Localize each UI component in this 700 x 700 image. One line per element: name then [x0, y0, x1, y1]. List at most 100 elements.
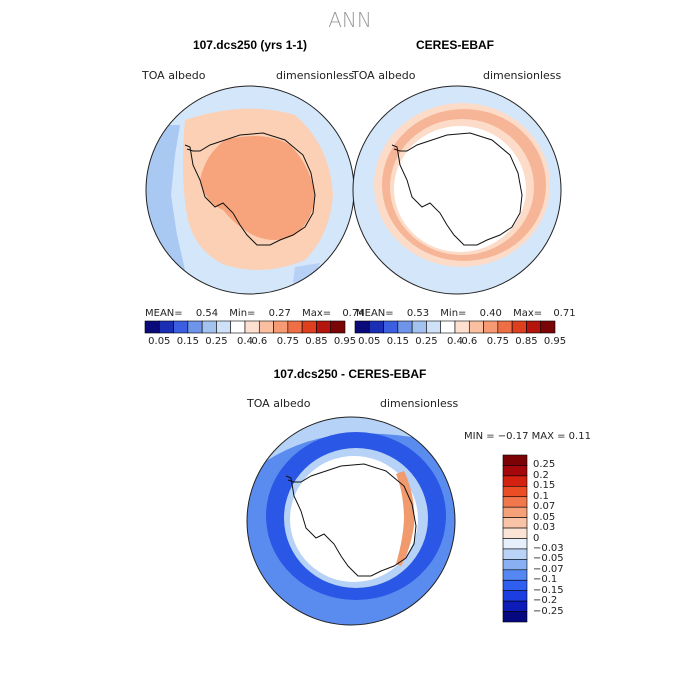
- panel2-stats: MEAN= 0.53 Min= 0.40 Max= 0.71: [356, 308, 576, 319]
- colorbar-tick-label: 0.95: [543, 336, 567, 347]
- colorbar-tick-label: 0.85: [515, 336, 538, 347]
- panel1-max: 0.74: [342, 308, 365, 319]
- colorbar-tick-label: 0.25: [205, 336, 228, 347]
- colorbar-swatch: [454, 320, 470, 334]
- panel1-max-label: Max=: [302, 308, 332, 319]
- colorbar-swatch: [502, 527, 528, 539]
- map-diff: [246, 416, 456, 626]
- panel1-var-label: TOA albedo: [142, 69, 206, 82]
- colorbar-swatch: [187, 320, 203, 334]
- colorbar-swatch: [411, 320, 427, 334]
- colorbar-tick-label: −0.1: [533, 574, 558, 586]
- colorbar-tick-label: 0.75: [276, 336, 299, 347]
- colorbar-tick-label: −0.15: [533, 584, 564, 596]
- colorbar-swatch: [244, 320, 260, 334]
- panel2-var-label: TOA albedo: [352, 69, 416, 82]
- colorbar-swatch: [144, 320, 160, 334]
- colorbar-diff: [502, 454, 528, 623]
- colorbar-swatch: [502, 517, 528, 529]
- colorbar-tick-label: −0.07: [533, 563, 564, 575]
- panel2-min: 0.40: [479, 308, 502, 319]
- colorbar-swatch: [497, 320, 513, 334]
- colorbar-swatch: [502, 590, 528, 602]
- season-title: ANN: [328, 8, 372, 32]
- colorbar-swatch: [354, 320, 370, 334]
- panel2-mean-label: MEAN=: [356, 308, 394, 319]
- colorbar-tick-label: 0: [533, 532, 540, 544]
- panel2-title: CERES-EBAF: [415, 38, 494, 52]
- colorbar-tick-label: 0.05: [148, 336, 171, 347]
- colorbar-tick-label: 0.6: [251, 336, 268, 347]
- colorbar-swatch: [216, 320, 232, 334]
- colorbar-swatch: [502, 600, 528, 612]
- colorbar-tick-label: 0.15: [533, 480, 556, 492]
- colorbar-swatch: [397, 320, 413, 334]
- colorbar-swatch: [511, 320, 527, 334]
- colorbar-swatch: [502, 579, 528, 591]
- panel1-units: dimensionless: [276, 69, 355, 82]
- colorbar-diff-ticks: 0.25 0.2 0.15 0.1 0.07 0.05 0.03 0 −0.03 −0.05 −0.…: [533, 455, 593, 622]
- colorbar-swatch: [158, 320, 174, 334]
- map-obs: [352, 85, 562, 295]
- panel2-max-label: Max=: [513, 308, 543, 319]
- map-model: [145, 85, 355, 295]
- panel2-min-label: Min=: [440, 308, 467, 319]
- colorbar-tick-label: 0.07: [533, 501, 556, 513]
- colorbar-swatch: [368, 320, 384, 334]
- colorbar-swatch: [502, 569, 528, 581]
- colorbar-tick-label: 0.03: [533, 522, 556, 534]
- colorbar-swatch: [301, 320, 317, 334]
- panel1-mean-label: MEAN=: [145, 308, 183, 319]
- colorbar-tick-label: 0.25: [415, 336, 438, 347]
- colorbar-swatch: [330, 320, 346, 334]
- panel2-units: dimensionless: [483, 69, 562, 82]
- diff-title: 107.dcs250 - CERES-EBAF: [273, 367, 427, 381]
- colorbar-obs: [354, 320, 556, 334]
- panel1-min-label: Min=: [229, 308, 256, 319]
- colorbar-tick-label: 0.1: [533, 490, 549, 502]
- colorbar-swatch: [502, 538, 528, 550]
- colorbar-tick-label: −0.03: [533, 542, 564, 554]
- colorbar-swatch: [383, 320, 399, 334]
- colorbar-swatch: [258, 320, 274, 334]
- colorbar-tick-label: 0.4: [447, 336, 463, 347]
- colorbar-model: [144, 320, 346, 334]
- colorbar-tick-label: −0.25: [533, 605, 564, 617]
- colorbar-swatch: [483, 320, 499, 334]
- panel2-mean: 0.53: [406, 308, 430, 319]
- panel1-mean: 0.54: [195, 308, 219, 319]
- colorbar-swatch: [426, 320, 442, 334]
- colorbar-swatch: [468, 320, 484, 334]
- diff-var-label: TOA albedo: [247, 397, 311, 410]
- colorbar-tick-label: 0.75: [486, 336, 509, 347]
- colorbar-tick-label: −0.2: [533, 595, 558, 607]
- colorbar-swatch: [273, 320, 289, 334]
- panel1-title: 107.dcs250 (yrs 1-1): [192, 38, 308, 52]
- colorbar-swatch: [526, 320, 542, 334]
- colorbar-swatch: [173, 320, 189, 334]
- colorbar-tick-label: −0.05: [533, 553, 564, 565]
- colorbar-swatch: [502, 465, 528, 477]
- panel1-min: 0.27: [268, 308, 291, 319]
- colorbar-swatch: [230, 320, 246, 334]
- colorbar-tick-label: 0.4: [237, 336, 253, 347]
- colorbar-swatch: [201, 320, 217, 334]
- colorbar-swatch: [502, 454, 528, 466]
- colorbar-tick-label: 0.15: [176, 336, 199, 347]
- colorbar-tick-label: 0.05: [358, 336, 381, 347]
- colorbar-obs-ticks: 0.05 0.15 0.25 0.4 0.6 0.75 0.85 0.95: [355, 336, 566, 350]
- panel2-max: 0.71: [553, 308, 576, 319]
- colorbar-tick-label: 0.25: [533, 459, 556, 471]
- colorbar-model-ticks: 0.05 0.15 0.25 0.4 0.6 0.75 0.85 0.95: [145, 336, 356, 350]
- colorbar-swatch: [502, 559, 528, 571]
- colorbar-swatch: [502, 506, 528, 518]
- colorbar-swatch: [440, 320, 456, 334]
- colorbar-swatch: [287, 320, 303, 334]
- colorbar-tick-label: 0.95: [333, 336, 357, 347]
- diff-units: dimensionless: [380, 397, 459, 410]
- colorbar-tick-label: 0.2: [533, 469, 549, 481]
- colorbar-tick-label: 0.15: [386, 336, 409, 347]
- colorbar-swatch: [502, 496, 528, 508]
- colorbar-tick-label: 0.6: [461, 336, 478, 347]
- panel1-stats: MEAN= 0.54 Min= 0.27 Max= 0.74: [145, 308, 365, 319]
